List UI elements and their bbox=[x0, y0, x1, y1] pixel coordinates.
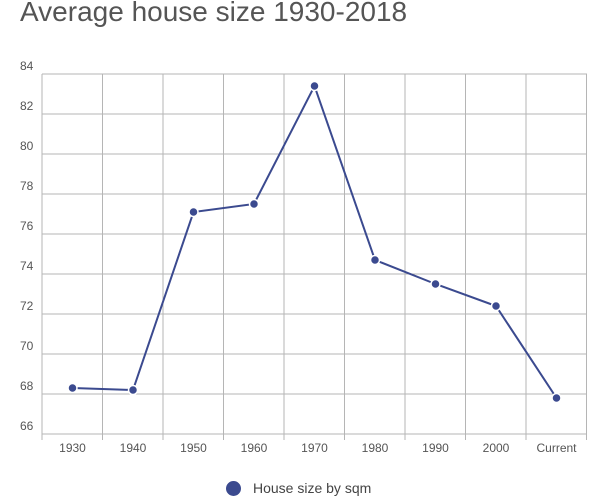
x-tick-label: 1930 bbox=[59, 441, 86, 455]
y-tick-label: 82 bbox=[20, 99, 34, 113]
data-point bbox=[430, 278, 441, 290]
y-tick-label: 70 bbox=[20, 339, 34, 353]
data-point bbox=[127, 384, 139, 396]
y-tick-label: 80 bbox=[20, 139, 34, 153]
data-point bbox=[309, 80, 320, 92]
y-axis-tick-labels: 66 68 70 72 74 76 78 80 82 84 bbox=[20, 59, 34, 433]
x-tick-label: 1970 bbox=[301, 441, 328, 455]
data-point bbox=[369, 254, 381, 266]
data-series bbox=[67, 80, 562, 404]
legend-marker bbox=[226, 480, 241, 496]
x-tick-label: 1990 bbox=[422, 441, 449, 455]
y-tick-label: 68 bbox=[20, 379, 34, 393]
data-point bbox=[67, 382, 78, 394]
y-tick-label: 66 bbox=[20, 419, 34, 433]
grid-lines bbox=[41, 73, 587, 440]
data-point bbox=[248, 198, 260, 210]
series-line bbox=[72, 83, 558, 399]
data-point bbox=[490, 300, 502, 312]
y-tick-label: 78 bbox=[20, 179, 34, 193]
x-tick-label: Current bbox=[536, 441, 577, 455]
legend[interactable]: House size by sqm bbox=[226, 480, 371, 496]
x-tick-label: 1960 bbox=[241, 441, 268, 455]
x-tick-label: 2000 bbox=[483, 441, 510, 455]
y-tick-label: 72 bbox=[20, 299, 34, 313]
x-tick-label: 1980 bbox=[362, 441, 389, 455]
data-point bbox=[188, 206, 199, 218]
x-tick-label: 1950 bbox=[180, 441, 207, 455]
chart-title: Average house size 1930-2018 bbox=[20, 0, 408, 27]
x-axis-tick-labels: 1930 1940 1950 1960 1970 1980 1990 2000 Current bbox=[59, 441, 577, 455]
legend-label: House size by sqm bbox=[253, 480, 372, 496]
y-tick-label: 76 bbox=[20, 219, 34, 233]
y-tick-label: 84 bbox=[20, 59, 34, 73]
y-tick-label: 74 bbox=[20, 259, 34, 273]
x-tick-label: 1940 bbox=[120, 441, 147, 455]
data-point bbox=[551, 392, 562, 404]
